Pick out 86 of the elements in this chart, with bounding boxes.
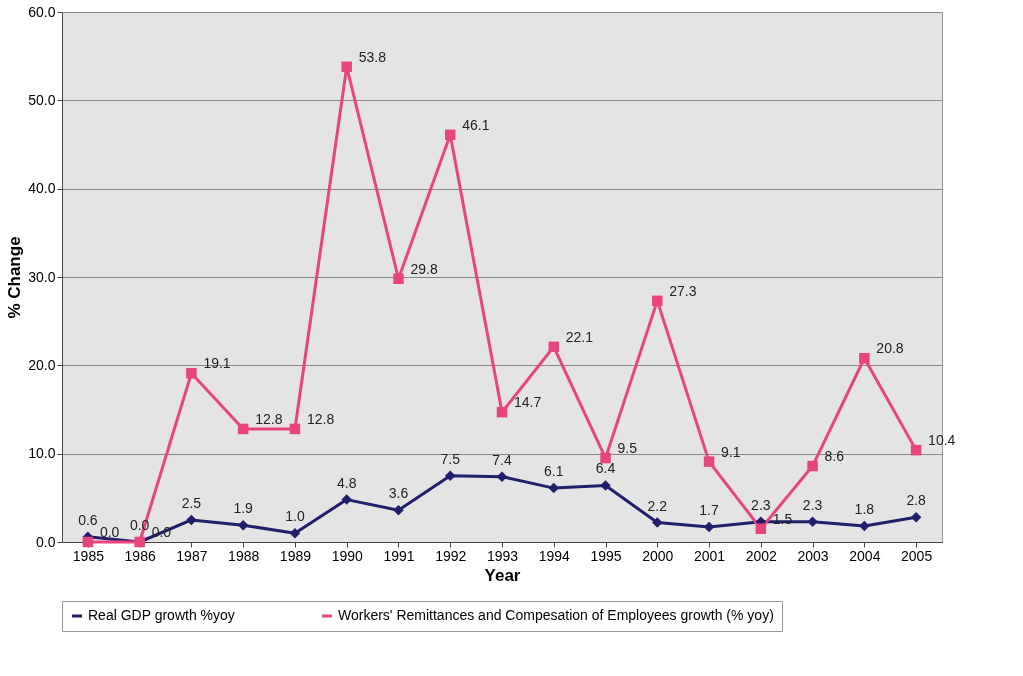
- legend-label: Workers' Remittances and Compesation of Employees growth (% yoy): [338, 607, 774, 623]
- data-label: 2.2: [647, 497, 668, 514]
- x-tick-label: 1995: [590, 547, 622, 564]
- x-tick-label: 2005: [901, 547, 933, 564]
- point: [807, 460, 818, 472]
- data-label: 7.4: [492, 451, 512, 468]
- point: [444, 470, 456, 481]
- y-tick-label: 50.0: [28, 91, 56, 108]
- point: [341, 61, 352, 73]
- point: [807, 516, 818, 527]
- x-tick-label: 1992: [435, 547, 467, 564]
- point: [237, 519, 249, 531]
- point: [910, 444, 922, 456]
- point: [82, 536, 94, 548]
- data-label: 22.1: [565, 328, 594, 345]
- data-label: 1.9: [233, 500, 254, 517]
- y-tick-label: 0.0: [36, 533, 56, 550]
- x-tick-label: 1987: [176, 547, 208, 564]
- data-label: 2.3: [751, 496, 771, 513]
- data-label: 46.1: [462, 116, 490, 133]
- point: [652, 295, 663, 307]
- x-tick-label: 2003: [797, 547, 829, 564]
- data-label: 10.4: [928, 432, 956, 449]
- data-label: 6.4: [595, 460, 616, 477]
- point: [186, 368, 197, 379]
- legend-label: Real GDP growth %yoy: [88, 607, 235, 623]
- data-label: 1.0: [285, 508, 305, 525]
- y-tick-label: 20.0: [28, 356, 56, 373]
- x-tick-label: 1993: [486, 547, 519, 564]
- data-label: 2.3: [802, 496, 823, 513]
- point: [341, 494, 352, 505]
- data-label: 1.7: [699, 501, 719, 518]
- point: [755, 523, 767, 534]
- x-tick-label: 2004: [849, 547, 881, 564]
- x-tick-label: 1985: [72, 547, 105, 564]
- x-tick-label: 1989: [279, 547, 312, 564]
- point: [237, 423, 249, 435]
- data-label: 27.3: [669, 282, 697, 299]
- data-label: 8.6: [824, 448, 845, 465]
- data-label: 6.1: [544, 463, 564, 480]
- y-tick-label: 10.0: [28, 445, 56, 462]
- point: [289, 527, 301, 539]
- point: [444, 129, 456, 141]
- data-label: 9.1: [721, 443, 741, 460]
- x-tick-label: 2001: [693, 547, 726, 564]
- point: [496, 406, 508, 418]
- data-label: 29.8: [410, 260, 438, 277]
- point: [186, 514, 197, 526]
- data-label: 12.8: [306, 410, 335, 427]
- data-label: 4.8: [336, 474, 357, 491]
- data-label: 3.6: [388, 485, 409, 502]
- x-axis-title: Year: [484, 565, 521, 585]
- x-tick-label: 2000: [642, 547, 674, 564]
- x-tick-label: 1991: [383, 547, 415, 564]
- data-label: 2.5: [181, 494, 202, 511]
- point: [600, 480, 611, 491]
- data-label: 12.8: [255, 410, 283, 427]
- data-label: 14.7: [514, 394, 542, 411]
- x-tick-label: 2002: [745, 547, 778, 564]
- point: [859, 520, 870, 532]
- point: [910, 512, 922, 523]
- data-label: 0.0: [99, 524, 120, 540]
- x-tick-label: 1994: [538, 547, 571, 564]
- data-label: 9.5: [617, 440, 638, 457]
- x-tick-label: 1988: [228, 547, 260, 564]
- point: [703, 456, 715, 467]
- point: [548, 341, 560, 353]
- point: [289, 423, 301, 435]
- data-label: 2.8: [906, 492, 927, 509]
- y-tick-label: 40.0: [28, 180, 56, 197]
- y-tick-label: 60.0: [28, 3, 56, 20]
- data-label: 1.8: [854, 501, 875, 518]
- point: [393, 504, 404, 516]
- data-label: 0.6: [78, 511, 98, 528]
- y-tick-label: 30.0: [28, 268, 56, 285]
- y-axis-title: % Change: [5, 236, 25, 319]
- data-label: 19.1: [203, 355, 231, 372]
- data-label: 53.8: [358, 48, 387, 65]
- point: [859, 353, 870, 364]
- x-tick-label: 1986: [124, 547, 156, 564]
- point: [393, 273, 404, 285]
- x-tick-label: 1990: [331, 547, 363, 564]
- data-label: 20.8: [876, 340, 904, 357]
- point: [652, 517, 663, 528]
- point: [600, 452, 611, 464]
- data-label: 7.5: [440, 450, 461, 467]
